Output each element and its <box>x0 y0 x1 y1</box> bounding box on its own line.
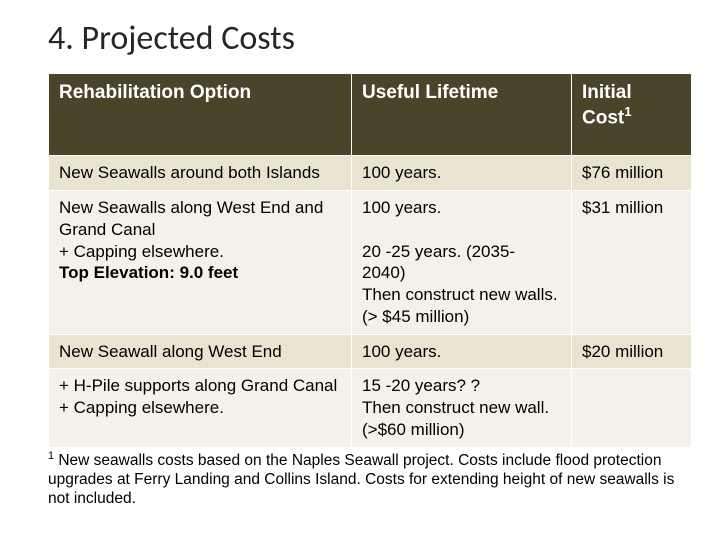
cell-lifetime: 100 years. <box>352 156 572 191</box>
cost-superscript: 1 <box>624 104 631 119</box>
option-plain: New Seawalls around both Islands <box>59 163 320 182</box>
table-header-row: Rehabilitation Option Useful Lifetime In… <box>49 74 692 156</box>
costs-table: Rehabilitation Option Useful Lifetime In… <box>48 73 692 448</box>
footnote: 1 New seawalls costs based on the Naples… <box>48 450 692 509</box>
table-row: + H-Pile supports along Grand Canal + Ca… <box>49 369 692 447</box>
option-plain: New Seawall along West End <box>59 342 282 361</box>
option-bold: Top Elevation: 9.0 feet <box>59 263 238 282</box>
lifetime-top: 15 -20 years? ? Then construct new wall.… <box>362 376 549 439</box>
cell-option: + H-Pile supports along Grand Canal + Ca… <box>49 369 352 447</box>
page-title: 4. Projected Costs <box>48 18 692 59</box>
table-body: New Seawalls around both Islands 100 yea… <box>49 156 692 447</box>
lifetime-top: 100 years. <box>362 163 441 182</box>
table-row: New Seawalls around both Islands 100 yea… <box>49 156 692 191</box>
cell-cost: $31 million <box>572 191 692 335</box>
cell-cost <box>572 369 692 447</box>
cell-cost: $20 million <box>572 334 692 369</box>
lifetime-extra: 20 -25 years. (2035- 2040) Then construc… <box>362 242 558 326</box>
option-plain: New Seawalls along West End and Grand Ca… <box>59 198 323 261</box>
lifetime-top: 100 years. <box>362 342 441 361</box>
cell-lifetime: 100 years. 20 -25 years. (2035- 2040) Th… <box>352 191 572 335</box>
cell-option: New Seawalls along West End and Grand Ca… <box>49 191 352 335</box>
cell-lifetime: 100 years. <box>352 334 572 369</box>
lifetime-top: 100 years. <box>362 198 441 217</box>
cell-option: New Seawalls around both Islands <box>49 156 352 191</box>
col-header-lifetime: Useful Lifetime <box>352 74 572 156</box>
table-row: New Seawall along West End 100 years. $2… <box>49 334 692 369</box>
cell-option: New Seawall along West End <box>49 334 352 369</box>
table-row: New Seawalls along West End and Grand Ca… <box>49 191 692 335</box>
col-header-option: Rehabilitation Option <box>49 74 352 156</box>
slide-container: 4. Projected Costs Rehabilitation Option… <box>0 0 720 521</box>
col-header-cost: Initial Cost1 <box>572 74 692 156</box>
option-plain: + H-Pile supports along Grand Canal + Ca… <box>59 376 337 417</box>
cell-cost: $76 million <box>572 156 692 191</box>
footnote-text: New seawalls costs based on the Naples S… <box>48 452 674 508</box>
cell-lifetime: 15 -20 years? ? Then construct new wall.… <box>352 369 572 447</box>
